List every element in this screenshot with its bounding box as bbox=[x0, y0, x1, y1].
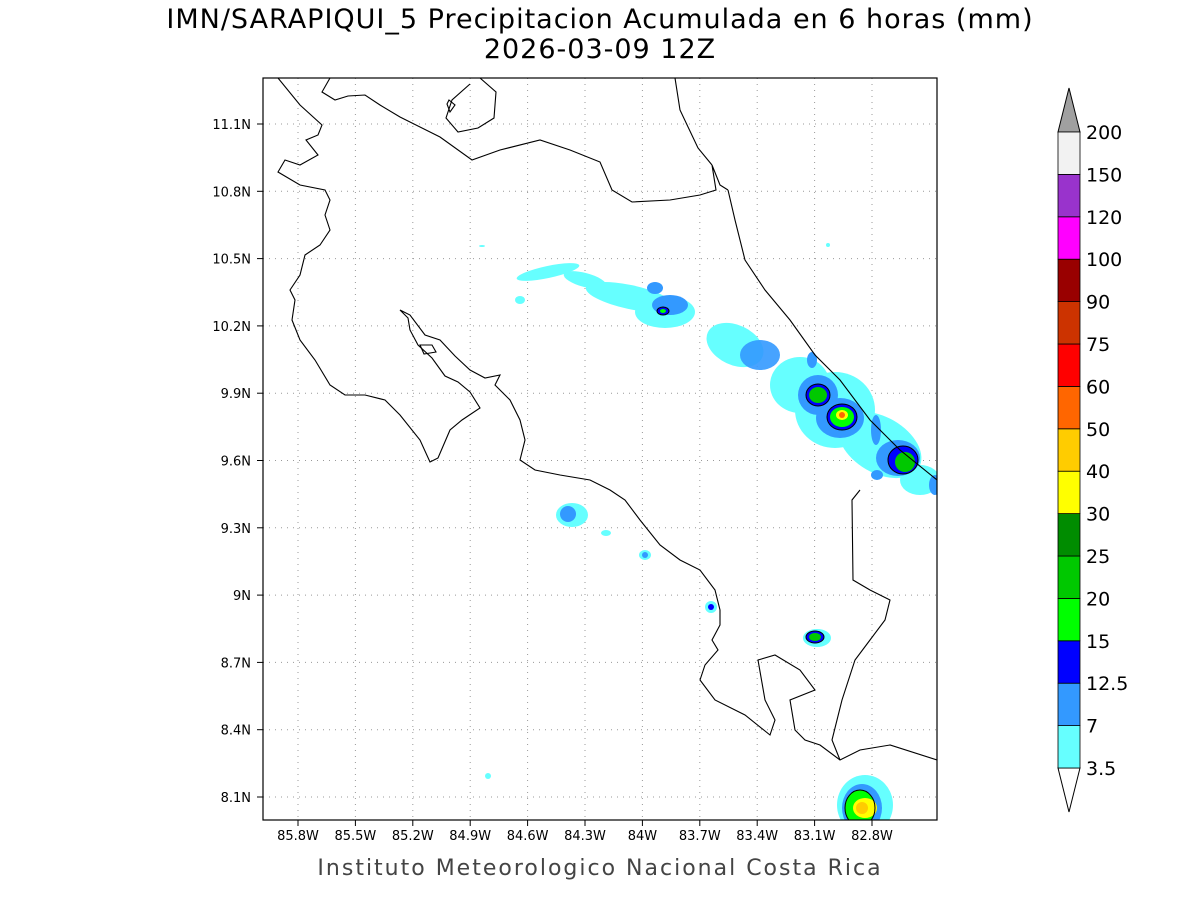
colorbar-label: 200 bbox=[1086, 122, 1122, 144]
y-tick-label: 9.6N bbox=[221, 455, 251, 470]
rain-band-north bbox=[515, 263, 695, 328]
x-tick-label: 85.8W bbox=[277, 829, 319, 844]
grid-lines bbox=[263, 78, 937, 820]
rain-band-caribbean bbox=[706, 322, 937, 495]
colorbar-swatch bbox=[1057, 173, 1081, 218]
colorbar-swatch bbox=[1057, 258, 1081, 303]
colorbar-over-arrow bbox=[1057, 87, 1081, 133]
colorbar-label: 7 bbox=[1086, 716, 1098, 738]
colorbar-swatch bbox=[1057, 598, 1081, 642]
colorbar-under-arrow bbox=[1057, 767, 1081, 813]
colorbar-swatch bbox=[1057, 216, 1081, 260]
colorbar-swatch bbox=[1057, 470, 1081, 515]
colorbar-label: 120 bbox=[1086, 207, 1122, 229]
y-tick-label: 10.8N bbox=[212, 185, 251, 200]
x-tick-label: 84.9W bbox=[449, 829, 491, 844]
colorbar-swatch bbox=[1057, 343, 1081, 387]
y-tick-label: 9N bbox=[233, 589, 251, 604]
colorbar-swatch bbox=[1057, 725, 1081, 769]
x-tick-label: 82.8W bbox=[851, 829, 893, 844]
x-tick-label: 84.3W bbox=[564, 829, 606, 844]
x-tick-label: 83.1W bbox=[794, 829, 836, 844]
precipitation-field bbox=[277, 78, 937, 820]
colorbar-swatch bbox=[1057, 640, 1081, 684]
colorbar-swatch bbox=[1057, 555, 1081, 599]
colorbar-label: 40 bbox=[1086, 461, 1110, 483]
plot-frame bbox=[262, 77, 938, 821]
x-tick-label: 83.4W bbox=[736, 829, 778, 844]
y-tick-label: 11.1N bbox=[212, 118, 251, 133]
x-tick-label: 84.6W bbox=[507, 829, 549, 844]
longitude-axis: 85.8W 85.5W 85.2W 84.9W 84.6W 84.3W 84W 83.7W 83… bbox=[277, 820, 893, 844]
latitude-axis: 11.1N 10.8N 10.5N 10.2N 9.9N 9.6N 9.3N 9N 8.7N 8.… bbox=[212, 118, 263, 806]
colorbar-label: 60 bbox=[1086, 376, 1110, 398]
y-tick-label: 8.4N bbox=[221, 724, 251, 739]
x-tick-label: 83.7W bbox=[679, 829, 721, 844]
colorbar-legend: 3.5 7 12.5 15 20 25 30 40 50 60 75 90 100 120 150 200 bbox=[1057, 87, 1128, 813]
map-title: IMN/SARAPIQUI_5 Precipitacion Acumulada … bbox=[166, 4, 1034, 35]
colorbar-label: 15 bbox=[1086, 631, 1110, 653]
colorbar-swatch bbox=[1057, 131, 1081, 175]
rain-contours bbox=[656, 306, 919, 820]
y-tick-label: 9.9N bbox=[221, 387, 251, 402]
y-tick-label: 8.7N bbox=[221, 656, 251, 671]
colorbar-swatch bbox=[1057, 301, 1081, 345]
colorbar-label: 20 bbox=[1086, 588, 1110, 610]
colorbar-label: 150 bbox=[1086, 164, 1122, 186]
y-tick-label: 8.1N bbox=[221, 791, 251, 806]
colorbar-swatch bbox=[1057, 385, 1081, 430]
map-subtitle: 2026-03-09 12Z bbox=[483, 34, 717, 65]
coastlines bbox=[277, 78, 937, 761]
colorbar-label: 30 bbox=[1086, 504, 1110, 526]
colorbar-swatch bbox=[1057, 513, 1081, 557]
x-tick-label: 85.5W bbox=[334, 829, 376, 844]
footer-credit: Instituto Meteorologico Nacional Costa R… bbox=[317, 856, 883, 881]
colorbar-label: 90 bbox=[1086, 292, 1110, 314]
x-tick-label: 84W bbox=[628, 829, 658, 844]
colorbar-label: 100 bbox=[1086, 249, 1122, 271]
y-tick-label: 9.3N bbox=[221, 522, 251, 537]
colorbar-label: 25 bbox=[1086, 546, 1110, 568]
colorbar-label: 12.5 bbox=[1086, 673, 1128, 695]
colorbar-swatch bbox=[1057, 428, 1081, 472]
y-tick-label: 10.5N bbox=[212, 253, 251, 268]
colorbar-label: 75 bbox=[1086, 334, 1110, 356]
x-tick-label: 85.2W bbox=[392, 829, 434, 844]
colorbar-label: 50 bbox=[1086, 419, 1110, 441]
colorbar-label: 3.5 bbox=[1086, 758, 1116, 780]
colorbar-swatch bbox=[1057, 682, 1081, 727]
y-tick-label: 10.2N bbox=[212, 320, 251, 335]
